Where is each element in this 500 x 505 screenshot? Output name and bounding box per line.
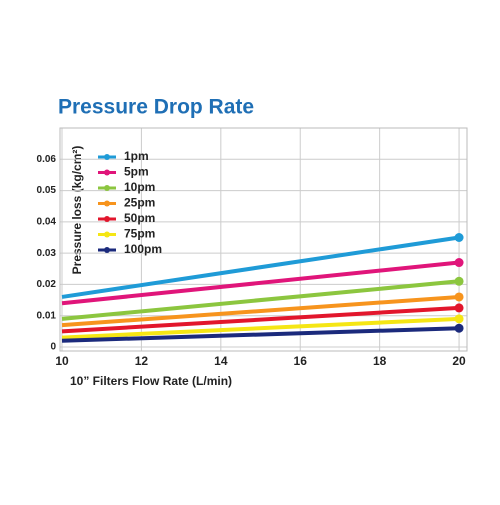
y-tick-label: 0.04	[37, 216, 57, 227]
y-tick-label: 0.03	[37, 248, 57, 259]
y-tick-label: 0.05	[37, 185, 57, 196]
series-line	[61, 294, 460, 328]
series-line	[61, 260, 460, 306]
y-tick-label: 0	[50, 342, 56, 353]
series-line	[61, 305, 460, 334]
x-tick-label: 12	[135, 354, 149, 368]
end-point	[454, 314, 464, 324]
chart-title: Pressure Drop Rate	[58, 96, 254, 119]
end-point	[454, 303, 464, 313]
legend-label: 25pm	[124, 196, 155, 210]
series-line	[61, 279, 460, 321]
x-tick-label: 10	[55, 354, 69, 368]
x-tick-label: 14	[214, 354, 228, 368]
legend-dot	[104, 200, 110, 207]
legend-dot	[104, 216, 110, 222]
end-point	[454, 233, 464, 242]
series-line	[61, 326, 460, 343]
x-tick-label: 18	[373, 354, 387, 368]
x-axis-label: 10” Filters Flow Rate (L/min)	[70, 374, 232, 388]
y-tick-label: 0.02	[37, 279, 57, 290]
legend-dot	[104, 247, 110, 253]
legend-label: 50pm	[124, 211, 155, 225]
legend-dot	[104, 185, 110, 191]
legend-dot	[104, 231, 110, 238]
legend-label: 5pm	[124, 165, 149, 179]
legend-label: 1pm	[124, 149, 149, 163]
legend-label: 75pm	[124, 227, 155, 241]
end-point	[454, 292, 464, 302]
series-line	[61, 316, 460, 340]
legend-dot	[104, 169, 110, 176]
end-point	[454, 276, 464, 286]
end-point	[454, 258, 464, 268]
x-tick-label: 20	[452, 354, 466, 368]
y-tick-label: 0.06	[37, 154, 57, 165]
y-tick-label: 0.01	[37, 310, 57, 321]
x-tick-label: 16	[294, 354, 308, 368]
legend-label: 10pm	[124, 180, 155, 194]
series-line	[61, 235, 460, 299]
legend-dot	[104, 154, 110, 160]
legend-label: 100pm	[124, 242, 162, 256]
y-axis-label: Pressure loss (kg/cm²)	[70, 146, 84, 275]
end-point	[454, 323, 464, 333]
plot-frame	[59, 127, 468, 352]
